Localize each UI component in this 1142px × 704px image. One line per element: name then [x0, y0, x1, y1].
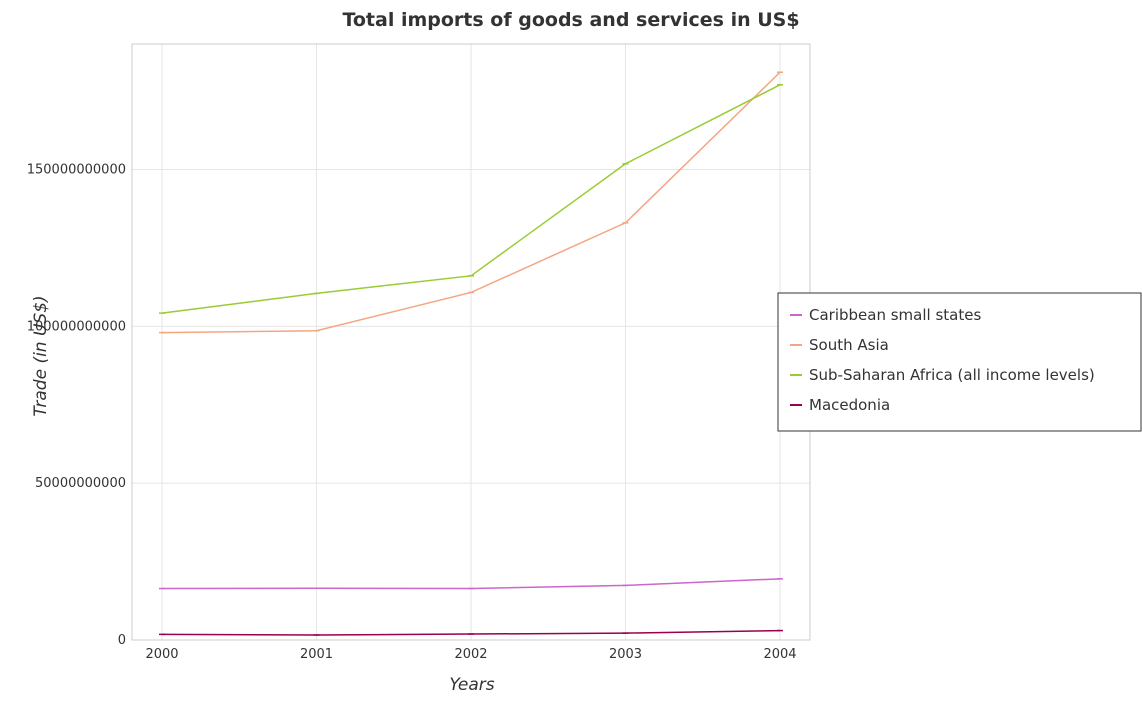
- legend-label: South Asia: [809, 336, 889, 354]
- chart-title: Total imports of goods and services in U…: [342, 9, 799, 31]
- legend: Caribbean small states South Asia Sub-Saha…: [777, 292, 1142, 432]
- y-tick-label: 0: [118, 633, 126, 648]
- x-tick-label: 2001: [300, 647, 333, 662]
- legend-label: Macedonia: [809, 396, 890, 414]
- grid: [131, 43, 811, 641]
- legend-box: [777, 292, 1142, 432]
- legend-label: Caribbean small states: [809, 306, 981, 324]
- series-macedonia: [159, 629, 783, 636]
- x-axis-ticks: 2000 2001 2002 2003 2004: [145, 647, 796, 662]
- legend-item: Macedonia: [790, 396, 890, 414]
- x-tick-label: 2002: [454, 647, 487, 662]
- y-axis-ticks: 0 50000000000 100000000000 150000000000: [27, 162, 126, 648]
- y-tick-label: 100000000000: [27, 319, 126, 334]
- legend-label: Sub-Saharan Africa (all income levels): [809, 366, 1095, 384]
- y-tick-label: 50000000000: [35, 476, 126, 491]
- y-tick-label: 150000000000: [27, 162, 126, 177]
- legend-item: Sub-Saharan Africa (all income levels): [790, 366, 1095, 384]
- y-axis-label: Trade (in US$): [31, 295, 51, 416]
- x-axis-label: Years: [449, 675, 494, 695]
- x-tick-label: 2000: [145, 647, 178, 662]
- series-caribbean-small-states: [159, 578, 783, 590]
- x-tick-label: 2003: [609, 647, 642, 662]
- legend-item: South Asia: [790, 336, 889, 354]
- x-tick-label: 2004: [763, 647, 796, 662]
- legend-item: Caribbean small states: [790, 306, 981, 324]
- series-layer: [159, 71, 783, 636]
- series-south-asia: [159, 71, 783, 334]
- series-sub-saharan-africa-all-income-levels: [159, 84, 783, 314]
